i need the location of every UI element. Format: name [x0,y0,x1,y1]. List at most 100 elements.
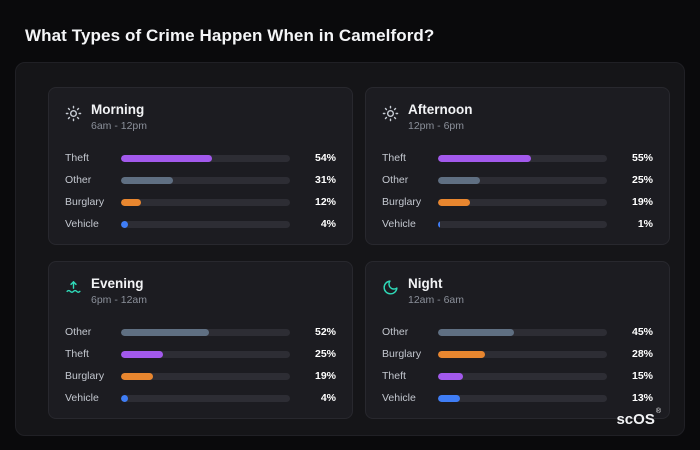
brand-logo: scOS® [616,408,661,428]
bar-track [121,328,290,336]
crime-percent: 12% [314,196,336,208]
crime-percent: 19% [631,196,653,208]
bar-list: Theft 55% Other 25% Burglary 19% [382,147,653,235]
card-subtitle: 6pm - 12am [91,294,148,306]
bar-row: Burglary 19% [382,191,653,213]
card-title: Night [408,276,443,291]
bar-track [438,176,607,184]
bar-fill [438,220,440,228]
bar-row: Other 52% [65,321,336,343]
crime-percent: 13% [631,392,653,404]
crime-percent: 19% [314,370,336,382]
registered-mark: ® [655,408,661,415]
bar-track [121,176,290,184]
crime-percent: 28% [631,348,653,360]
crime-percent: 4% [320,392,336,404]
crime-label: Theft [382,370,406,382]
bar-track [438,328,607,336]
card-night: Night 12am - 6am Other 45% Burglary 28% … [365,261,670,419]
crime-label: Theft [65,152,89,164]
crime-label: Theft [65,348,89,360]
bar-track [438,198,607,206]
bar-row: Theft 25% [65,343,336,365]
card-subtitle: 6am - 12pm [91,120,148,132]
card-afternoon: Afternoon 12pm - 6pm Theft 55% Other 25%… [365,87,670,245]
bar-row: Other 45% [382,321,653,343]
bar-fill [121,394,128,402]
card-header: Night 12am - 6am [382,276,653,306]
bar-row: Vehicle 4% [65,387,336,409]
bar-fill [121,328,209,336]
crime-percent: 52% [314,326,336,338]
sunset-icon [65,279,82,296]
bar-fill [438,176,481,184]
crime-times-panel: Morning 6am - 12pm Theft 54% Other 31% B… [15,62,685,436]
bar-fill [121,220,128,228]
crime-label: Burglary [65,370,105,382]
bar-row: Other 31% [65,169,336,191]
bar-list: Theft 54% Other 31% Burglary 12% [65,147,336,235]
bar-fill [438,394,460,402]
bar-fill [121,198,142,206]
card-title: Afternoon [408,102,473,117]
bar-fill [121,372,154,380]
crime-label: Other [65,174,92,186]
bar-fill [121,154,213,162]
bar-track [121,394,290,402]
crime-label: Vehicle [65,218,99,230]
crime-percent: 54% [314,152,336,164]
card-morning: Morning 6am - 12pm Theft 54% Other 31% B… [48,87,353,245]
bar-track [438,394,607,402]
bar-fill [438,154,531,162]
bar-row: Theft 55% [382,147,653,169]
page-title: What Types of Crime Happen When in Camel… [25,26,435,45]
bar-track [121,350,290,358]
card-subtitle: 12am - 6am [408,294,465,306]
crime-label: Other [65,326,92,338]
bar-fill [438,198,471,206]
card-subtitle: 12pm - 6pm [408,120,465,132]
crime-label: Burglary [382,196,422,208]
card-evening: Evening 6pm - 12am Other 52% Theft 25% B… [48,261,353,419]
bar-row: Burglary 12% [65,191,336,213]
crime-percent: 31% [314,174,336,186]
bar-row: Theft 54% [65,147,336,169]
bar-fill [121,176,174,184]
brand-name: scOS [616,411,655,428]
bar-row: Other 25% [382,169,653,191]
card-title: Evening [91,276,144,291]
crime-percent: 25% [631,174,653,186]
bar-row: Burglary 28% [382,343,653,365]
card-header: Afternoon 12pm - 6pm [382,102,653,132]
crime-percent: 55% [631,152,653,164]
bar-row: Theft 15% [382,365,653,387]
card-header: Evening 6pm - 12am [65,276,336,306]
bar-fill [438,350,486,358]
bar-track [438,350,607,358]
crime-label: Theft [382,152,406,164]
card-title: Morning [91,102,145,117]
crime-label: Burglary [65,196,105,208]
crime-percent: 15% [631,370,653,382]
bar-row: Vehicle 1% [382,213,653,235]
crime-percent: 45% [631,326,653,338]
crime-percent: 1% [637,218,653,230]
bar-row: Burglary 19% [65,365,336,387]
bar-track [438,154,607,162]
crime-percent: 25% [314,348,336,360]
sun-icon [382,105,399,122]
bar-fill [121,350,164,358]
bar-fill [438,372,464,380]
bar-row: Vehicle 4% [65,213,336,235]
bar-list: Other 45% Burglary 28% Theft 15% [382,321,653,409]
moon-icon [382,279,399,296]
crime-label: Vehicle [65,392,99,404]
crime-label: Other [382,174,409,186]
crime-label: Burglary [382,348,422,360]
crime-percent: 4% [320,218,336,230]
bar-fill [438,328,515,336]
bar-track [121,372,290,380]
sun-icon [65,105,82,122]
bar-track [121,198,290,206]
bar-list: Other 52% Theft 25% Burglary 19% [65,321,336,409]
